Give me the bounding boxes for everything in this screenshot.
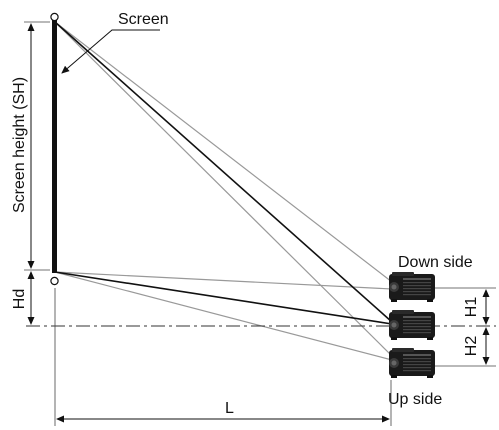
l-label: L	[225, 400, 234, 417]
ray-bottom-to-upper	[54, 271, 393, 290]
down-side-label: Down side	[398, 254, 473, 271]
distance-dimension: L	[54, 288, 392, 426]
h2-dimension: H2	[463, 327, 490, 365]
up-side-label: Up side	[388, 391, 442, 408]
projector-icon	[389, 348, 435, 378]
screen	[50, 12, 59, 286]
screen-surface	[52, 20, 57, 273]
ray-top-to-center	[54, 21, 393, 323]
ray-bottom-to-lower	[54, 271, 393, 361]
ray-top-to-lower	[54, 21, 393, 357]
ray-bottom-to-center	[54, 271, 393, 325]
screen-top-pivot	[50, 12, 59, 22]
ray-top-to-upper	[54, 21, 393, 283]
h2-label: H2	[463, 336, 480, 357]
screen-leader-line	[61, 29, 160, 74]
projector-icon	[389, 272, 435, 302]
projector-center	[389, 310, 435, 340]
hd-label: Hd	[11, 289, 28, 309]
projection-rays-gray	[54, 21, 393, 361]
h1-label: H1	[463, 297, 480, 318]
screen-height-label: Screen height (SH)	[11, 77, 28, 213]
projector-up-side	[389, 348, 435, 378]
screen-bottom-pivot	[50, 276, 59, 286]
hd-dimension: Hd	[11, 271, 35, 325]
h1-dimension: H1	[463, 289, 490, 325]
projector-down-side	[389, 272, 435, 302]
projector-icon	[389, 310, 435, 340]
screen-height-dimension: Screen height (SH)	[11, 23, 35, 269]
projection-rays-black	[54, 21, 393, 325]
screen-label: Screen	[118, 11, 169, 28]
screen-callout: Screen	[61, 11, 169, 74]
